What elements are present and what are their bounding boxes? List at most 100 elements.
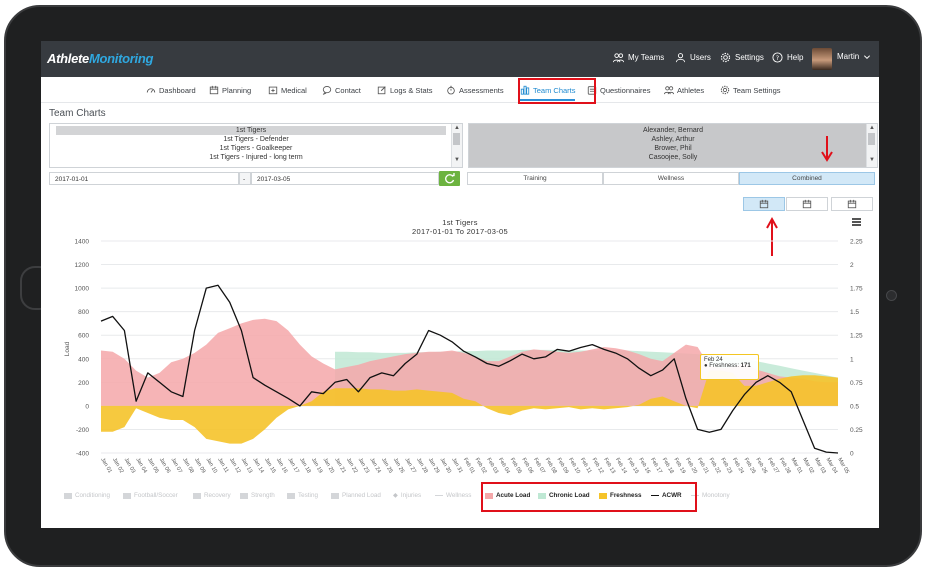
avatar[interactable]	[812, 48, 832, 70]
x-tick-label: Jan 15	[263, 457, 276, 474]
nav-medical[interactable]: Medical	[268, 85, 307, 95]
nav-athletes-label: Athletes	[677, 85, 705, 95]
nav-assessments[interactable]: Assessments	[446, 85, 504, 95]
chat-icon	[322, 86, 332, 95]
my-teams-link[interactable]: My Teams	[613, 52, 664, 63]
list-item[interactable]: Ashley, Arthur	[651, 136, 695, 143]
x-tick-label: Jan 18	[298, 457, 311, 474]
legend-injuries[interactable]: ◆ Injuries	[393, 492, 422, 499]
scroll-down-icon[interactable]: ▼	[454, 157, 460, 163]
scroll-up-icon[interactable]: ▲	[869, 125, 875, 131]
date-separator: -	[239, 172, 251, 185]
tab-training[interactable]: Training	[467, 172, 603, 185]
gear-icon	[720, 85, 730, 95]
list-item[interactable]: Casoojee, Solly	[648, 154, 698, 161]
calendar-icon	[759, 199, 769, 209]
tooltip-value-row: ● Freshness: 171	[704, 363, 751, 369]
list-item[interactable]: Brower, Phil	[654, 145, 692, 152]
date-to-input[interactable]: 2017-03-05	[251, 172, 439, 185]
period-view-button-3[interactable]	[831, 197, 873, 211]
users-icon	[613, 53, 624, 63]
active-tab-indicator	[518, 99, 575, 101]
period-view-button-1[interactable]	[743, 197, 785, 211]
user-name: Martin	[837, 52, 860, 61]
nav-questionnaires[interactable]: Questionnaires	[587, 85, 650, 95]
help-label: Help	[787, 53, 804, 62]
help-icon: ?	[772, 52, 783, 63]
x-tick-label: Jan 16	[275, 457, 288, 474]
x-tick-label: Jan 01	[99, 457, 112, 474]
chart-tooltip: Feb 24 ● Freshness: 171	[700, 354, 759, 380]
refresh-button[interactable]	[439, 171, 460, 186]
legend-chronic-load[interactable]: Chronic Load	[538, 492, 590, 499]
legend-testing[interactable]: Testing	[287, 492, 318, 499]
users-link[interactable]: Users	[675, 52, 711, 63]
list-item[interactable]: Alexander, Bernard	[643, 127, 703, 134]
tab-wellness[interactable]: Wellness	[603, 172, 739, 185]
nav-team-settings-label: Team Settings	[733, 85, 781, 95]
x-tick-label: Jan 10	[205, 457, 218, 474]
scroll-down-icon[interactable]: ▼	[869, 157, 875, 163]
list-item[interactable]: 1st Tigers - Injured - long term	[209, 154, 303, 161]
nav-athletes[interactable]: Athletes	[664, 85, 704, 95]
calendar-icon	[209, 85, 219, 95]
app-logo[interactable]: AthleteMonitoring	[47, 51, 154, 66]
x-tick-label: Jan 05	[146, 457, 159, 474]
legend-recovery[interactable]: Recovery	[193, 492, 231, 499]
legend-football-soccer[interactable]: Football/Soccer	[123, 492, 178, 499]
x-tick-label: Mar 05	[836, 457, 850, 475]
nav-logs-stats-label: Logs & Stats	[390, 85, 433, 95]
nav-planning[interactable]: Planning	[209, 85, 251, 95]
list-item[interactable]: 1st Tigers - Goalkeeper	[219, 145, 293, 152]
x-tick-label: Jan 20	[322, 457, 335, 474]
legend-planned-load[interactable]: Planned Load	[331, 492, 381, 499]
x-tick-label: Jan 08	[181, 457, 194, 474]
acwr-line	[100, 284, 839, 454]
list-item[interactable]: 1st Tigers	[56, 126, 446, 135]
stopwatch-icon	[447, 85, 455, 95]
nav-team-charts-label: Team Charts	[533, 85, 576, 95]
date-from-input[interactable]: 2017-01-01	[49, 172, 239, 185]
nav-contact[interactable]: Contact	[322, 85, 361, 95]
y2-tick-label: 2	[850, 262, 854, 269]
x-tick-label: Jan 28	[415, 457, 428, 474]
user-icon	[675, 53, 686, 63]
period-view-button-2[interactable]	[786, 197, 828, 211]
legend-freshness[interactable]: Freshness	[599, 492, 642, 499]
page-title: Team Charts	[49, 108, 106, 119]
team-select-list[interactable]: 1st Tigers 1st Tigers - Defender 1st Tig…	[49, 123, 463, 168]
help-link[interactable]: ? Help	[772, 52, 803, 63]
chart-subtitle: 2017-01-01 To 2017-03-05	[412, 227, 508, 236]
athlete-list-scrollbar[interactable]: ▲ ▼	[866, 124, 877, 167]
settings-link[interactable]: Settings	[720, 52, 764, 63]
nav-dashboard[interactable]: Dashboard	[146, 85, 196, 95]
legend-conditioning[interactable]: Conditioning	[64, 492, 110, 499]
scroll-up-icon[interactable]: ▲	[454, 125, 460, 131]
legend-wellness[interactable]: Wellness	[435, 492, 471, 499]
nav-team-charts[interactable]: Team Charts	[520, 85, 576, 95]
x-tick-label: Jan 07	[169, 457, 182, 474]
x-tick-label: Jan 22	[345, 457, 358, 474]
nav-logs-stats[interactable]: Logs & Stats	[377, 85, 433, 95]
y-tick-label: 400	[78, 356, 89, 363]
user-menu[interactable]: Martin	[837, 52, 871, 61]
legend-strength[interactable]: Strength	[240, 492, 275, 499]
legend-acwr[interactable]: ACWR	[651, 492, 682, 499]
athlete-select-list[interactable]: Alexander, Bernard Ashley, Arthur Brower…	[468, 123, 878, 168]
x-tick-label: Jan 06	[158, 457, 171, 474]
nav-team-settings[interactable]: Team Settings	[720, 85, 781, 95]
users-label: Users	[690, 53, 711, 62]
app-screen: AthleteMonitoring My Teams Users Setting…	[41, 41, 879, 528]
y-tick-label: 1400	[75, 239, 90, 246]
tooltip-date: Feb 24	[704, 357, 723, 363]
calendar-icon	[847, 199, 857, 209]
nav-medical-label: Medical	[281, 85, 307, 95]
legend-acute-load[interactable]: Acute Load	[485, 492, 530, 499]
chart-menu-icon[interactable]	[852, 218, 861, 226]
tab-combined[interactable]: Combined	[739, 172, 875, 185]
y2-tick-label: 0	[850, 451, 854, 458]
x-tick-label: Jan 19	[310, 457, 323, 474]
speedometer-icon	[146, 88, 156, 93]
team-list-scrollbar[interactable]: ▲ ▼	[451, 124, 462, 167]
list-item[interactable]: 1st Tigers - Defender	[223, 136, 289, 143]
